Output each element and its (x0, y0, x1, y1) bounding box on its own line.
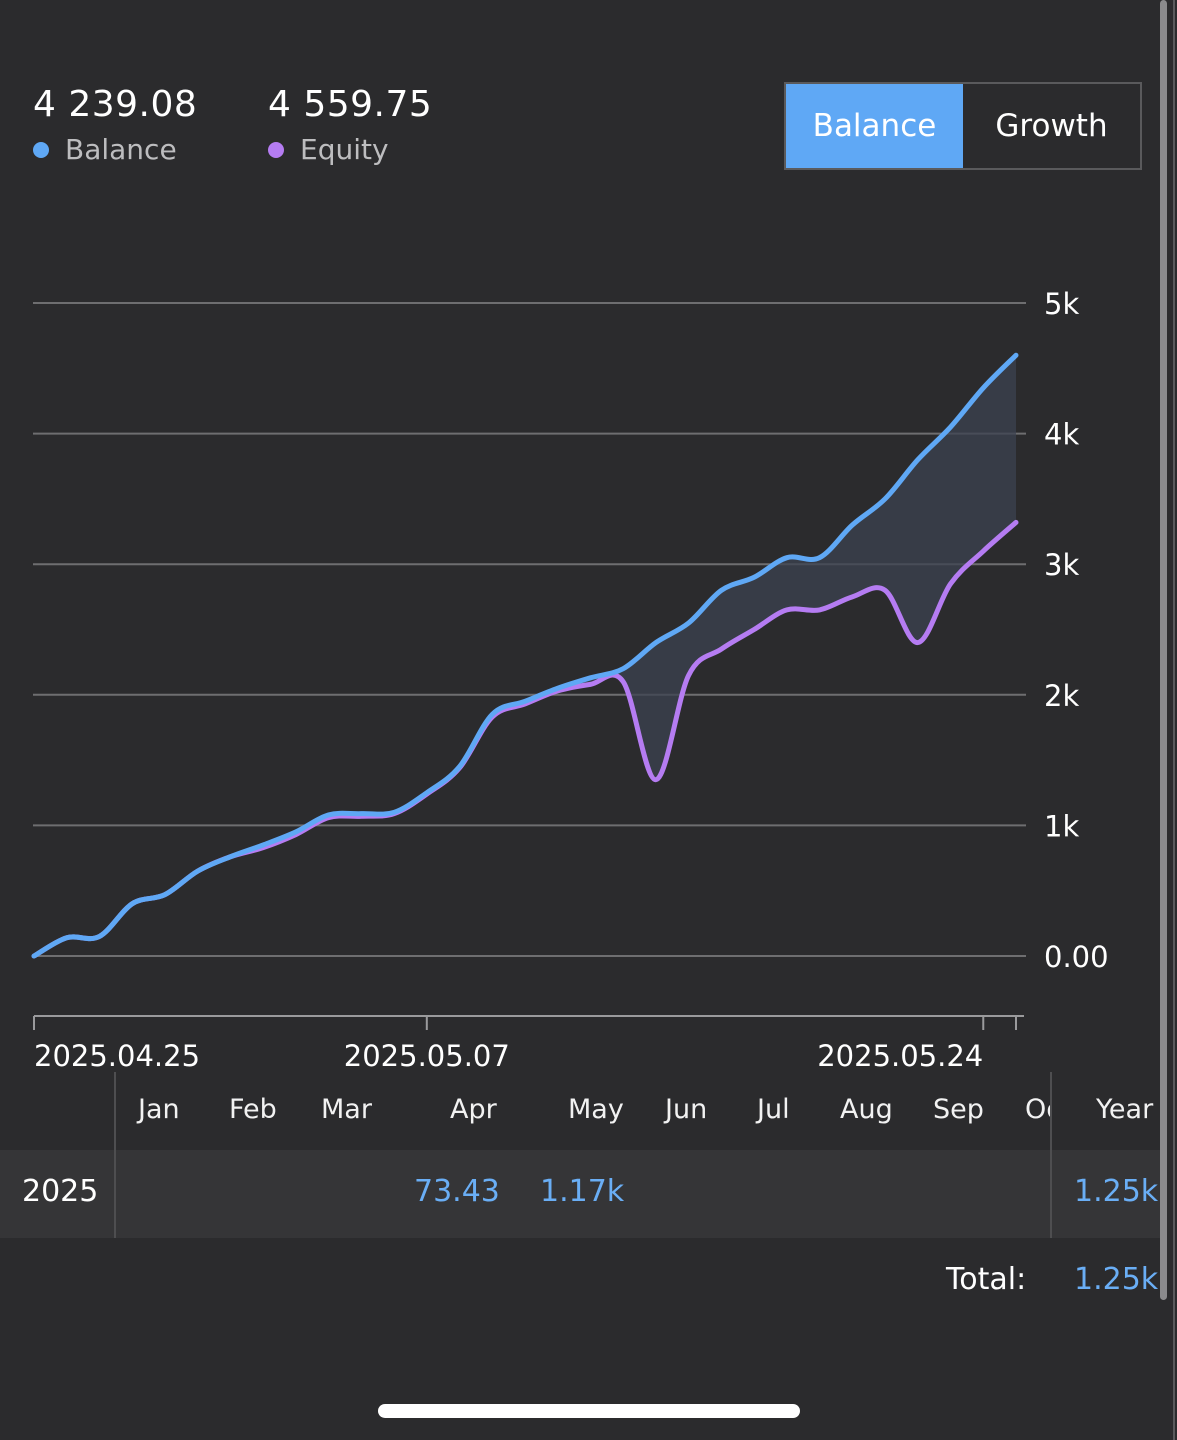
x-tick-label: 2025.05.24 (817, 1039, 983, 1070)
scrollbar[interactable] (1160, 0, 1167, 1300)
month-header-sep: Sep (933, 1094, 984, 1125)
month-header-jul: Jul (757, 1094, 790, 1125)
table-divider-right (1050, 1072, 1052, 1238)
month-header-jan: Jan (138, 1094, 180, 1125)
equity-legend: Equity (268, 133, 432, 166)
balance-equity-chart: 0.00 1k 2k 3k 4k 5k 2025.04.25 2025.05.07 2025.0… (31, 287, 1109, 1070)
month-header-may: May (568, 1094, 624, 1125)
balance-series-line (31, 352, 1019, 959)
equity-label: Equity (300, 133, 389, 166)
month-header-apr: Apr (450, 1094, 497, 1125)
cell-year-total: 1.25k (1074, 1174, 1159, 1209)
cell-may: 1.17k (540, 1174, 625, 1209)
y-tick-label: 1k (1044, 809, 1079, 843)
month-header-aug: Aug (840, 1094, 893, 1125)
y-tick-label: 4k (1044, 418, 1079, 452)
chart-mode-toggle: Balance Growth (784, 82, 1142, 170)
balance-dot-icon (33, 141, 49, 158)
month-header-jun: Jun (665, 1094, 708, 1125)
equity-series-line (31, 519, 1019, 959)
year-header: Year (1096, 1094, 1154, 1125)
year-row-2025: 2025 73.43 1.17k 1.25k (0, 1150, 1160, 1238)
growth-toggle-button[interactable]: Growth (963, 84, 1140, 168)
balance-toggle-button[interactable]: Balance (786, 84, 963, 168)
y-tick-label: 5k (1044, 287, 1079, 321)
month-header-feb: Feb (229, 1094, 277, 1125)
y-tick-label: 2k (1044, 679, 1079, 713)
equity-dot-icon (268, 141, 284, 158)
total-value: 1.25k (1074, 1262, 1159, 1297)
month-header-mar: Mar (321, 1094, 372, 1125)
total-label: Total: (946, 1262, 1027, 1297)
balance-equity-gap-area (34, 355, 1016, 956)
equity-value: 4 559.75 (268, 84, 433, 125)
y-tick-label: 3k (1044, 548, 1079, 582)
month-header-oct: Oct (1025, 1094, 1050, 1125)
balance-stat: 4 239.08 Balance (33, 84, 197, 166)
balance-legend: Balance (33, 133, 197, 166)
x-tick-label: 2025.05.07 (344, 1039, 510, 1070)
balance-label: Balance (65, 133, 177, 166)
y-tick-label: 0.00 (1044, 940, 1109, 974)
table-divider-left (114, 1072, 116, 1238)
x-tick-label: 2025.04.25 (34, 1039, 200, 1070)
cell-apr: 73.43 (414, 1174, 500, 1209)
balance-value: 4 239.08 (33, 84, 198, 125)
home-indicator[interactable] (378, 1404, 800, 1418)
equity-stat: 4 559.75 Equity (268, 84, 432, 166)
monthly-header-row: Jan Feb Mar Apr May Jun Jul Aug Sep Oct … (0, 1072, 1160, 1150)
year-label: 2025 (22, 1174, 99, 1209)
